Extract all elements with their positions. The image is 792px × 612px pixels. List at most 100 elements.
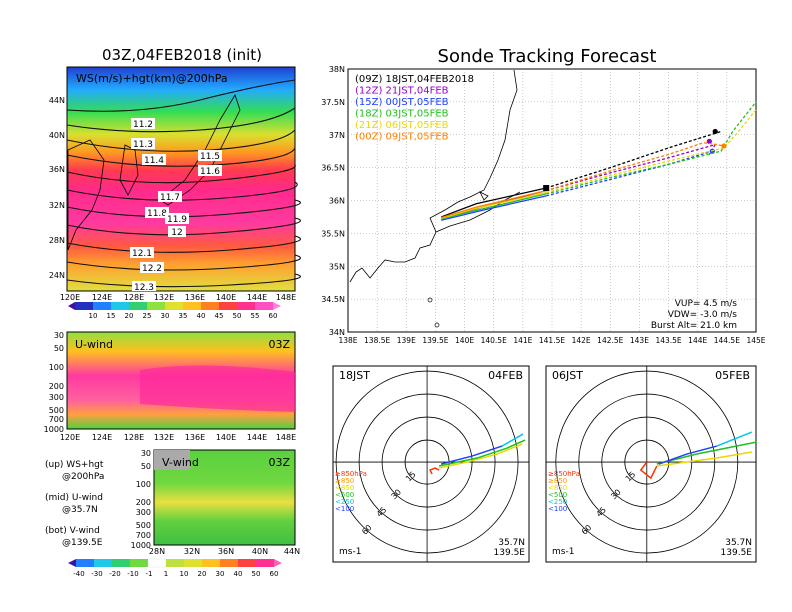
p-label: 30 <box>141 449 151 458</box>
panel-notes: (up) WS+hgt @200hPa (mid) U-wind @35.7N … <box>45 460 104 548</box>
track-lat-label: 36.5N <box>321 164 345 173</box>
p-label: 50 <box>54 344 64 353</box>
track-lon-label: 139E <box>397 336 416 345</box>
hodograph-trace <box>501 433 524 447</box>
hodograph-trace <box>639 461 658 480</box>
track-lat-label: 34N <box>329 328 345 337</box>
hodograph-level-label: ≥850 <box>548 477 567 485</box>
track-lon-label: 141.5E <box>539 336 565 345</box>
p-label: 700 <box>136 531 151 540</box>
lat-label: 32N <box>49 201 65 210</box>
lon-label: 132E <box>154 293 174 302</box>
hodograph-trace <box>656 451 752 467</box>
sonde-tracks <box>441 101 757 221</box>
cb-label: 50 <box>233 312 242 320</box>
track-line-ascent <box>441 195 547 221</box>
param-burst-alt: Burst Alt= 21.0 km <box>651 321 737 331</box>
cb-label: 50 <box>252 570 261 578</box>
p-label: 700 <box>49 415 64 424</box>
track-line-descent <box>545 143 717 192</box>
track-lat-label: 35N <box>329 262 345 271</box>
p-label: 500 <box>49 406 64 415</box>
p-label: 500 <box>136 521 151 530</box>
vwind-terrain <box>154 450 190 470</box>
lon-label: 136E <box>185 433 205 442</box>
hgt-label: 12.1 <box>132 249 152 259</box>
height-labels: 11.2 11.3 11.4 11.5 11.6 11.7 11.8 11.9 … <box>130 118 222 293</box>
track-lon-label: 144E <box>688 336 707 345</box>
note-line: @139.5E <box>62 538 103 548</box>
hodograph-level-label: <100 <box>548 505 567 513</box>
uwind-p-axis: 30 50 100 200 300 500 700 1000 <box>44 331 64 434</box>
hodograph-trace <box>438 439 526 467</box>
island <box>434 322 440 328</box>
sonde-params: VUP= 4.5 m/s VDW= -3.0 m/s Burst Alt= 21… <box>651 299 737 331</box>
track-line-ascent <box>441 190 547 219</box>
hodograph-lat: 35.7N <box>725 538 752 548</box>
cb-label: 15 <box>107 312 116 320</box>
lat-label: 36N <box>218 547 234 556</box>
cb-label: -20 <box>109 570 120 578</box>
cb-label: 60 <box>269 312 278 320</box>
cb-label: 30 <box>161 312 170 320</box>
p-label: 200 <box>49 382 64 391</box>
lat-label: 32N <box>184 547 200 556</box>
lon-label: 144E <box>247 293 267 302</box>
hodograph-lat: 35.7N <box>498 538 525 548</box>
hgt-label: 12.3 <box>134 283 154 293</box>
note-line: @35.7N <box>62 505 98 515</box>
legend-entry: (00Z) 09JST,05FEB <box>355 132 449 143</box>
hodograph-trace <box>716 431 753 447</box>
kanto-coast <box>435 191 521 233</box>
p-label: 100 <box>136 480 151 489</box>
cb-label: -40 <box>73 570 84 578</box>
hodograph-trace <box>440 445 503 465</box>
track-landing-point <box>721 143 727 149</box>
hodograph-trace <box>429 467 440 475</box>
track-lat-label: 37.5N <box>321 98 345 107</box>
hodograph-trace <box>438 443 523 469</box>
hodograph-right: 06JST 05FEB15304560≥850hPa≥850<850<500<25… <box>545 365 757 563</box>
track-line-ascent <box>441 193 547 220</box>
lat-label: 40N <box>252 547 268 556</box>
track-lon-label: 141E <box>513 336 532 345</box>
vwind-lat-axis: 28N 32N 36N 40N 44N <box>149 547 300 556</box>
p-label: 50 <box>141 462 151 471</box>
lon-label: 132E <box>154 433 174 442</box>
lon-label: 124E <box>92 433 112 442</box>
lake-outline <box>479 191 489 201</box>
track-lat-label: 37N <box>329 131 345 140</box>
hgt-label: 11.3 <box>133 140 153 150</box>
ws-colorbar-labels: 10 15 20 25 30 35 40 45 50 55 60 <box>89 312 278 320</box>
uwind-lon-axis: 120E 124E 128E 132E 136E 140E 144E 148E <box>60 433 296 442</box>
track-lat-label: 38N <box>329 65 345 74</box>
track-axes: 138E 138.5E 139E 139.5E 140E 140.5E 141E 141.5E… <box>321 65 766 345</box>
uwind-title: U-wind <box>75 338 113 351</box>
hodograph-lon: 139.5E <box>721 548 753 558</box>
track-lon-label: 143.5E <box>655 336 681 345</box>
lat-label: 28N <box>149 547 165 556</box>
island <box>427 297 433 303</box>
legend-entry: (18Z) 03JST,05FEB <box>355 109 449 120</box>
hodograph-left: 18JST 04FEB15304560≥850hPa≥850<850<500<25… <box>332 365 530 563</box>
cb-label: 1 <box>164 570 168 578</box>
lon-label: 140E <box>216 433 236 442</box>
note-line: (up) WS+hgt <box>45 460 104 470</box>
param-vdw: VDW= -3.0 m/s <box>668 310 738 320</box>
hodograph-level-label: ≥850 <box>335 477 354 485</box>
hgt-label: 11.5 <box>200 152 220 162</box>
note-line: @200hPa <box>62 472 104 482</box>
p-label: 1000 <box>131 541 151 550</box>
lon-label: 148E <box>276 433 296 442</box>
p-label: 100 <box>49 363 64 372</box>
p-label: 300 <box>49 393 64 402</box>
cb-label: 10 <box>89 312 98 320</box>
wind-colorbar <box>68 558 282 568</box>
track-lon-label: 140.5E <box>481 336 507 345</box>
p-label: 200 <box>136 498 151 507</box>
track-line-descent <box>546 101 757 195</box>
hodograph-unit: ms-1 <box>339 547 361 557</box>
track-lat-label: 34.5N <box>321 295 345 304</box>
track-lon-label: 142.5E <box>597 336 623 345</box>
